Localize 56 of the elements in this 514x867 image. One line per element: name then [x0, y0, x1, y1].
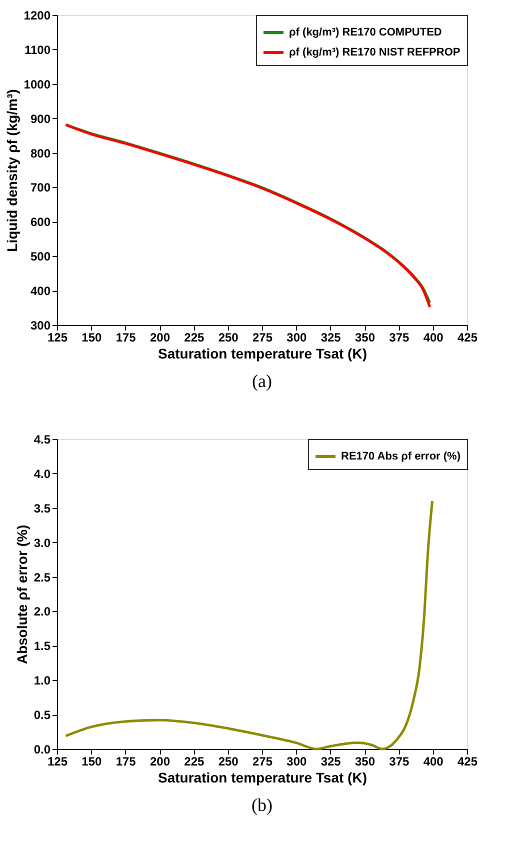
y-tick-label: 900 [30, 112, 51, 126]
y-tick-label: 4.5 [34, 432, 51, 446]
y-tick-label: 2.5 [34, 570, 51, 584]
x-axis-title: Saturation temperature Tsat (K) [158, 770, 367, 786]
x-tick-label: 325 [320, 330, 342, 344]
text: (b) [252, 795, 272, 815]
x-tick-label: 250 [218, 754, 239, 768]
x-tick-label: 425 [457, 330, 478, 344]
y-tick-label: 500 [30, 250, 51, 264]
y-tick-label: 0.0 [34, 742, 51, 756]
y-tick-label: 1100 [24, 42, 51, 57]
x-tick-label: 300 [286, 330, 307, 344]
x-tick-label: 175 [116, 330, 136, 344]
legend-label: RE170 Abs ρf error (%) [341, 450, 461, 462]
x-tick-label: 275 [252, 330, 273, 344]
y-tick-label: 1.5 [34, 639, 51, 654]
y-axis-title: Absolute ρf error (%) [14, 524, 30, 664]
y-tick-label: 1.0 [34, 674, 51, 688]
x-tick-label: 150 [82, 330, 102, 344]
y-tick-label: 4.0 [34, 466, 51, 481]
y-tick-label: 800 [30, 146, 51, 160]
x-tick-label: 300 [286, 754, 307, 768]
y-tick-label: 3.5 [34, 501, 51, 516]
x-tick-label: 400 [423, 330, 444, 344]
x-tick-label: 375 [389, 330, 410, 344]
line-series [64, 500, 434, 750]
x-tick-label: 325 [320, 754, 342, 768]
y-tick-label: 300 [30, 318, 51, 332]
y-axis-title: Liquid density ρf (kg/m³) [4, 89, 20, 252]
x-tick-label: 225 [184, 754, 204, 768]
y-tick-label: 3.0 [34, 536, 51, 550]
legend-label: ρf (kg/m³) RE170 NIST REFPROP [289, 46, 460, 58]
y-tick-label: 700 [30, 180, 51, 195]
x-axis-title: Saturation temperature Tsat (K) [158, 346, 367, 362]
x-tick-label: 350 [354, 330, 376, 344]
x-tick-label: 125 [47, 330, 68, 344]
y-tick-label: 2.0 [34, 604, 51, 619]
x-tick-label: 375 [389, 754, 410, 768]
x-tick-label: 350 [354, 754, 376, 768]
x-tick-label: 175 [116, 754, 136, 768]
y-tick-label: 1000 [24, 77, 51, 92]
y-tick-label: 1200 [24, 8, 51, 22]
x-tick-label: 200 [150, 330, 170, 344]
x-tick-label: 400 [423, 754, 444, 768]
y-tick-label: 0.5 [34, 708, 51, 722]
y-tick-label: 600 [30, 215, 51, 230]
x-tick-label: 275 [252, 754, 273, 768]
text: (a) [252, 371, 272, 391]
x-tick-label: 250 [218, 330, 239, 344]
x-tick-label: 425 [457, 754, 478, 768]
x-tick-label: 125 [47, 754, 68, 768]
x-tick-label: 150 [82, 754, 102, 768]
x-tick-label: 200 [150, 754, 170, 768]
legend-label: ρf (kg/m³) RE170 COMPUTED [289, 26, 442, 38]
y-tick-label: 400 [30, 284, 51, 298]
x-tick-label: 225 [184, 330, 204, 344]
